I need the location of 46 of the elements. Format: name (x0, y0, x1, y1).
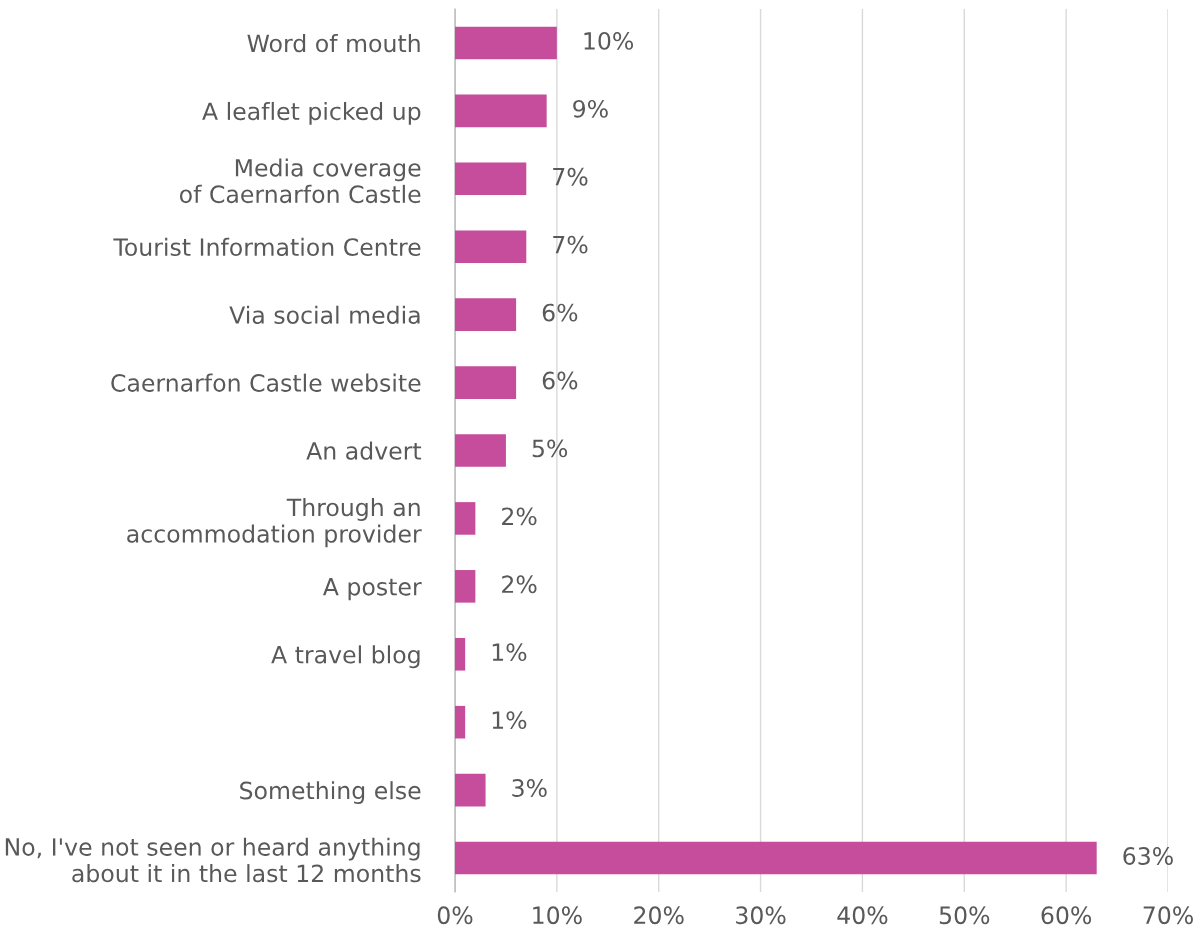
y-tick-label: Tourist Information Centre (113, 237, 421, 257)
data-label: 3% (512, 779, 547, 797)
y-tick-label: A travel blog (271, 645, 420, 669)
bar (455, 841, 1097, 875)
bar (455, 705, 466, 739)
data-label: 1% (492, 711, 527, 730)
data-label: 1% (492, 643, 527, 662)
y-tick-label: A poster (322, 578, 422, 601)
x-tick-label: 20% (634, 906, 684, 925)
data-label: 63% (1123, 847, 1173, 865)
y-tick-label: A leaflet picked up (202, 101, 421, 125)
y-tick-label: An advert (306, 441, 422, 460)
bar (455, 26, 557, 60)
y-tick-label: Via social media (229, 305, 420, 324)
data-label: 7% (553, 167, 588, 186)
bar (455, 94, 547, 128)
x-tick-label: 50% (939, 906, 990, 925)
bar (455, 637, 466, 671)
x-tick-label: 10% (533, 906, 582, 925)
data-label: 5% (532, 439, 568, 458)
y-tick-label: Word of mouth (247, 33, 420, 53)
bar (455, 502, 476, 535)
data-label: 2% (502, 575, 537, 594)
data-label: 10% (584, 31, 634, 50)
data-label: 6% (542, 303, 578, 322)
x-tick-label: 0% (437, 906, 473, 925)
x-tick-label: 30% (736, 906, 786, 925)
bar (455, 366, 517, 399)
x-tick-label: 60% (1041, 906, 1092, 925)
bar (455, 162, 527, 196)
y-tick-label: Caernarfon Castle website (111, 373, 421, 392)
bar (455, 298, 517, 331)
y-tick-label: Media coverage of Caernarfon Castle (179, 158, 421, 204)
bar (455, 230, 527, 264)
data-label: 7% (553, 235, 588, 254)
y-tick-label: Through an accommodation provider (127, 498, 422, 548)
x-tick-label: 40% (837, 906, 888, 925)
bar (455, 570, 476, 603)
data-label: 9% (573, 99, 608, 118)
bar (455, 434, 506, 467)
data-label: 6% (542, 371, 578, 390)
y-tick-label: Something else (240, 781, 421, 804)
x-tick-label: 70% (1143, 906, 1193, 925)
y-tick-label: No, I've not seen or heard anything about it in the last 12 months (5, 837, 421, 883)
bar (455, 773, 486, 807)
data-label: 2% (502, 507, 537, 526)
